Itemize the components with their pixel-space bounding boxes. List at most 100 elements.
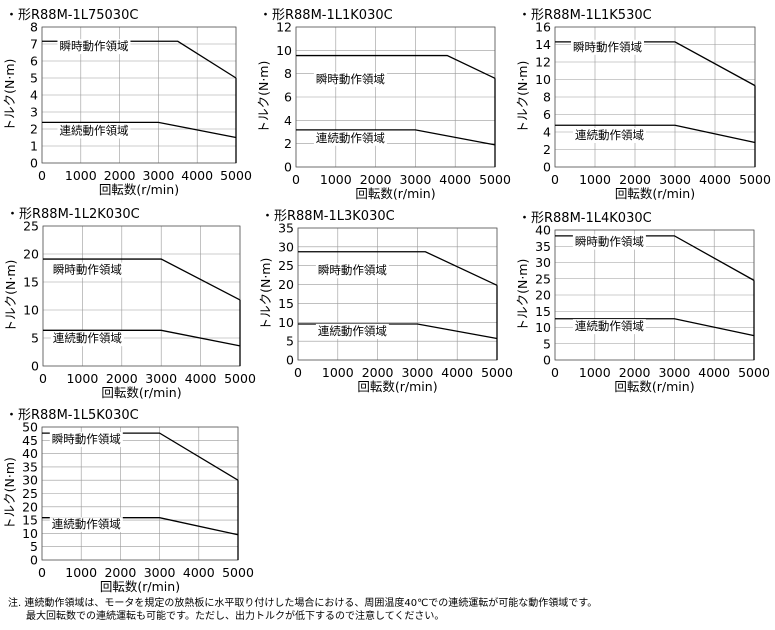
y-tick-label: 0	[30, 553, 38, 568]
series-label-bg	[49, 431, 123, 447]
peak-torque-line	[298, 251, 498, 286]
y-tick-label: 3	[30, 105, 38, 120]
y-tick-label: 30	[22, 473, 38, 488]
y-tick-label: 35	[278, 221, 294, 236]
y-tick-label: 0	[284, 160, 292, 175]
y-tick-label: 25	[535, 271, 551, 286]
series-label-bg	[571, 39, 644, 55]
x-axis-label: 回転数(r/min)	[101, 385, 181, 400]
y-tick-label: 45	[22, 433, 38, 448]
y-axis-label: トルク(N·m)	[515, 259, 530, 332]
series-label: 連続動作領域	[53, 331, 122, 345]
x-tick-label: 1000	[65, 168, 97, 183]
y-tick-label: 20	[23, 247, 39, 262]
plot-frame	[297, 227, 498, 361]
chart-2: ・形R88M-1L1K030C 0 2 4 6 8 10 12 0 1000 2000 3000 400…	[256, 8, 511, 201]
plot-frame	[42, 225, 241, 367]
y-tick-label: 5	[30, 71, 38, 86]
y-tick-label: 6	[284, 90, 292, 105]
series-label-bg	[57, 39, 131, 55]
series-label: 連続動作領域	[59, 123, 128, 137]
chart-title: ・形R88M-1L4K030C	[518, 211, 652, 226]
footnote-line-2: 最大回転数での連続運転も可能です。ただし、出力トルクが低下するので注意してくださ…	[26, 611, 445, 622]
y-tick-label: 25	[22, 486, 38, 501]
y-tick-label: 30	[535, 255, 551, 270]
x-tick-label: 3000	[145, 371, 177, 386]
x-tick-label: 2000	[360, 172, 392, 187]
series-label-bg	[57, 123, 131, 139]
y-tick-label: 6	[30, 54, 38, 69]
y-tick-label: 10	[535, 320, 551, 335]
y-tick-label: 7	[30, 37, 38, 52]
y-axis-label: トルク(N·m)	[258, 258, 273, 331]
x-tick-label: 0	[551, 365, 559, 380]
y-tick-label: 5	[543, 336, 551, 351]
y-tick-label: 20	[278, 277, 294, 292]
continuous-torque-line	[555, 124, 756, 144]
y-tick-label: 0	[286, 353, 294, 368]
x-axis-label: 回転数(r/min)	[357, 379, 437, 394]
y-tick-label: 15	[22, 513, 38, 528]
peak-torque-line	[296, 54, 496, 79]
series-label: 連続動作領域	[52, 517, 121, 531]
y-tick-label: 0	[543, 160, 551, 175]
y-axis-label: トルク(N·m)	[256, 61, 271, 134]
x-tick-label: 4000	[441, 365, 473, 380]
x-tick-label: 0	[551, 172, 559, 187]
series-label-bg	[572, 319, 646, 335]
y-tick-label: 14	[535, 37, 551, 52]
y-tick-label: 40	[535, 223, 551, 238]
x-tick-label: 3000	[401, 365, 433, 380]
y-tick-label: 12	[276, 20, 292, 35]
x-tick-label: 3000	[399, 172, 431, 187]
series-label: 連続動作領域	[575, 128, 644, 142]
y-tick-label: 5	[286, 334, 294, 349]
y-tick-label: 1	[30, 139, 38, 154]
series-label: 連続動作領域	[318, 324, 387, 338]
peak-torque-line	[43, 258, 241, 301]
footnote-line-1: 注. 連続動作領域は、モータを規定の放熱板に水平取り付けした場合における、周囲温…	[8, 598, 598, 609]
y-tick-label: 4	[30, 88, 38, 103]
y-axis-label: トルク(N·m)	[2, 457, 17, 530]
x-tick-label: 3000	[658, 365, 690, 380]
x-tick-label: 0	[294, 365, 302, 380]
x-tick-label: 4000	[183, 565, 215, 580]
x-tick-label: 0	[39, 371, 47, 386]
x-axis-label: 回転数(r/min)	[100, 579, 180, 594]
chart-5: ・形R88M-1L3K030C 0 5 10 15 20 25 30 35 0 1000 2000 30…	[258, 209, 513, 394]
series-label-bg	[50, 262, 124, 278]
y-tick-label: 30	[278, 239, 294, 254]
y-tick-label: 0	[31, 359, 39, 374]
series-label: 瞬時動作領域	[318, 263, 387, 277]
chart-title: ・形R88M-1L3K030C	[261, 209, 395, 224]
y-tick-label: 25	[23, 219, 39, 234]
x-tick-label: 4000	[439, 172, 471, 187]
y-axis-label: トルク(N·m)	[2, 59, 17, 132]
chart-title: ・形R88M-1L2K030C	[6, 207, 140, 222]
x-tick-label: 5000	[738, 365, 770, 380]
series-label-bg	[49, 517, 123, 533]
y-tick-label: 4	[543, 125, 551, 140]
series-label: 瞬時動作領域	[59, 39, 128, 53]
y-tick-label: 50	[22, 420, 38, 435]
y-tick-label: 8	[284, 66, 292, 81]
y-tick-label: 6	[543, 107, 551, 122]
x-tick-label: 4000	[185, 371, 217, 386]
series-label: 連続動作領域	[316, 131, 385, 145]
y-tick-label: 35	[535, 239, 551, 254]
x-tick-label: 4000	[699, 172, 731, 187]
x-tick-label: 5000	[220, 168, 252, 183]
series-label: 瞬時動作領域	[573, 40, 642, 54]
series-label-bg	[573, 128, 646, 143]
chart-title: ・形R88M-1L5K030C	[5, 408, 139, 423]
x-tick-label: 1000	[579, 172, 611, 187]
x-tick-label: 1000	[320, 172, 352, 187]
x-tick-label: 5000	[479, 172, 511, 187]
x-tick-label: 2000	[619, 365, 651, 380]
x-tick-label: 2000	[104, 565, 136, 580]
x-axis-label: 回転数(r/min)	[355, 186, 435, 201]
